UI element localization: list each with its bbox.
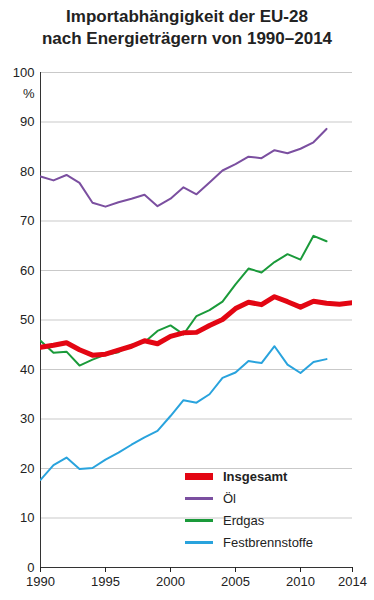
svg-text:2010: 2010 <box>286 574 315 589</box>
html-text:Insgesamt: Insgesamt <box>223 468 288 484</box>
html-text:Festbrennstoffe: Festbrennstoffe <box>223 534 314 550</box>
html-text:Öl: Öl <box>223 490 236 506</box>
svg-text:80: 80 <box>20 164 34 179</box>
svg-text:%: % <box>23 86 35 101</box>
svg-text:60: 60 <box>20 263 34 278</box>
svg-text:20: 20 <box>20 461 34 476</box>
svg-text:30: 30 <box>20 411 34 426</box>
svg-text:1995: 1995 <box>91 574 120 589</box>
html-text:Importabhängigkeit der EU-28 n: Importabhängigkeit der EU-28 nach Energi… <box>42 7 332 48</box>
svg-text:40: 40 <box>20 362 34 377</box>
svg-text:90: 90 <box>20 114 34 129</box>
svg-text:0: 0 <box>27 560 34 575</box>
svg-text:1990: 1990 <box>26 574 55 589</box>
svg-text:100: 100 <box>13 65 35 80</box>
svg-text:50: 50 <box>20 312 34 327</box>
svg-text:2000: 2000 <box>156 574 185 589</box>
html-text:Erdgas: Erdgas <box>223 512 265 528</box>
svg-text:2005: 2005 <box>221 574 250 589</box>
svg-text:2014: 2014 <box>338 574 367 589</box>
svg-text:10: 10 <box>20 510 34 525</box>
svg-text:70: 70 <box>20 213 34 228</box>
